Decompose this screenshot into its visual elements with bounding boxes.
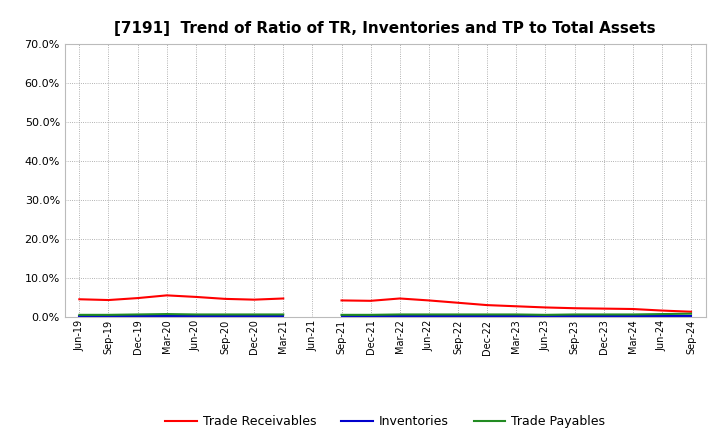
Trade Receivables [220, 296, 229, 301]
Trade Receivables [104, 297, 113, 303]
Trade Payables [75, 312, 84, 318]
Trade Payables [279, 312, 287, 317]
Trade Payables [133, 312, 142, 317]
Trade Payables [192, 312, 200, 317]
Legend: Trade Receivables, Inventories, Trade Payables: Trade Receivables, Inventories, Trade Pa… [161, 411, 610, 433]
Trade Receivables [279, 296, 287, 301]
Inventories [75, 314, 84, 319]
Inventories [133, 314, 142, 319]
Trade Receivables [133, 295, 142, 301]
Trade Receivables [163, 293, 171, 298]
Trade Receivables [250, 297, 258, 302]
Line: Trade Payables: Trade Payables [79, 314, 283, 315]
Inventories [163, 314, 171, 319]
Trade Payables [104, 312, 113, 318]
Inventories [104, 314, 113, 319]
Inventories [220, 314, 229, 319]
Title: [7191]  Trend of Ratio of TR, Inventories and TP to Total Assets: [7191] Trend of Ratio of TR, Inventories… [114, 21, 656, 36]
Trade Receivables [75, 297, 84, 302]
Trade Payables [250, 312, 258, 317]
Inventories [192, 314, 200, 319]
Inventories [279, 314, 287, 319]
Inventories [250, 314, 258, 319]
Trade Payables [163, 312, 171, 317]
Trade Receivables [192, 294, 200, 300]
Trade Payables [220, 312, 229, 317]
Line: Trade Receivables: Trade Receivables [79, 295, 283, 300]
